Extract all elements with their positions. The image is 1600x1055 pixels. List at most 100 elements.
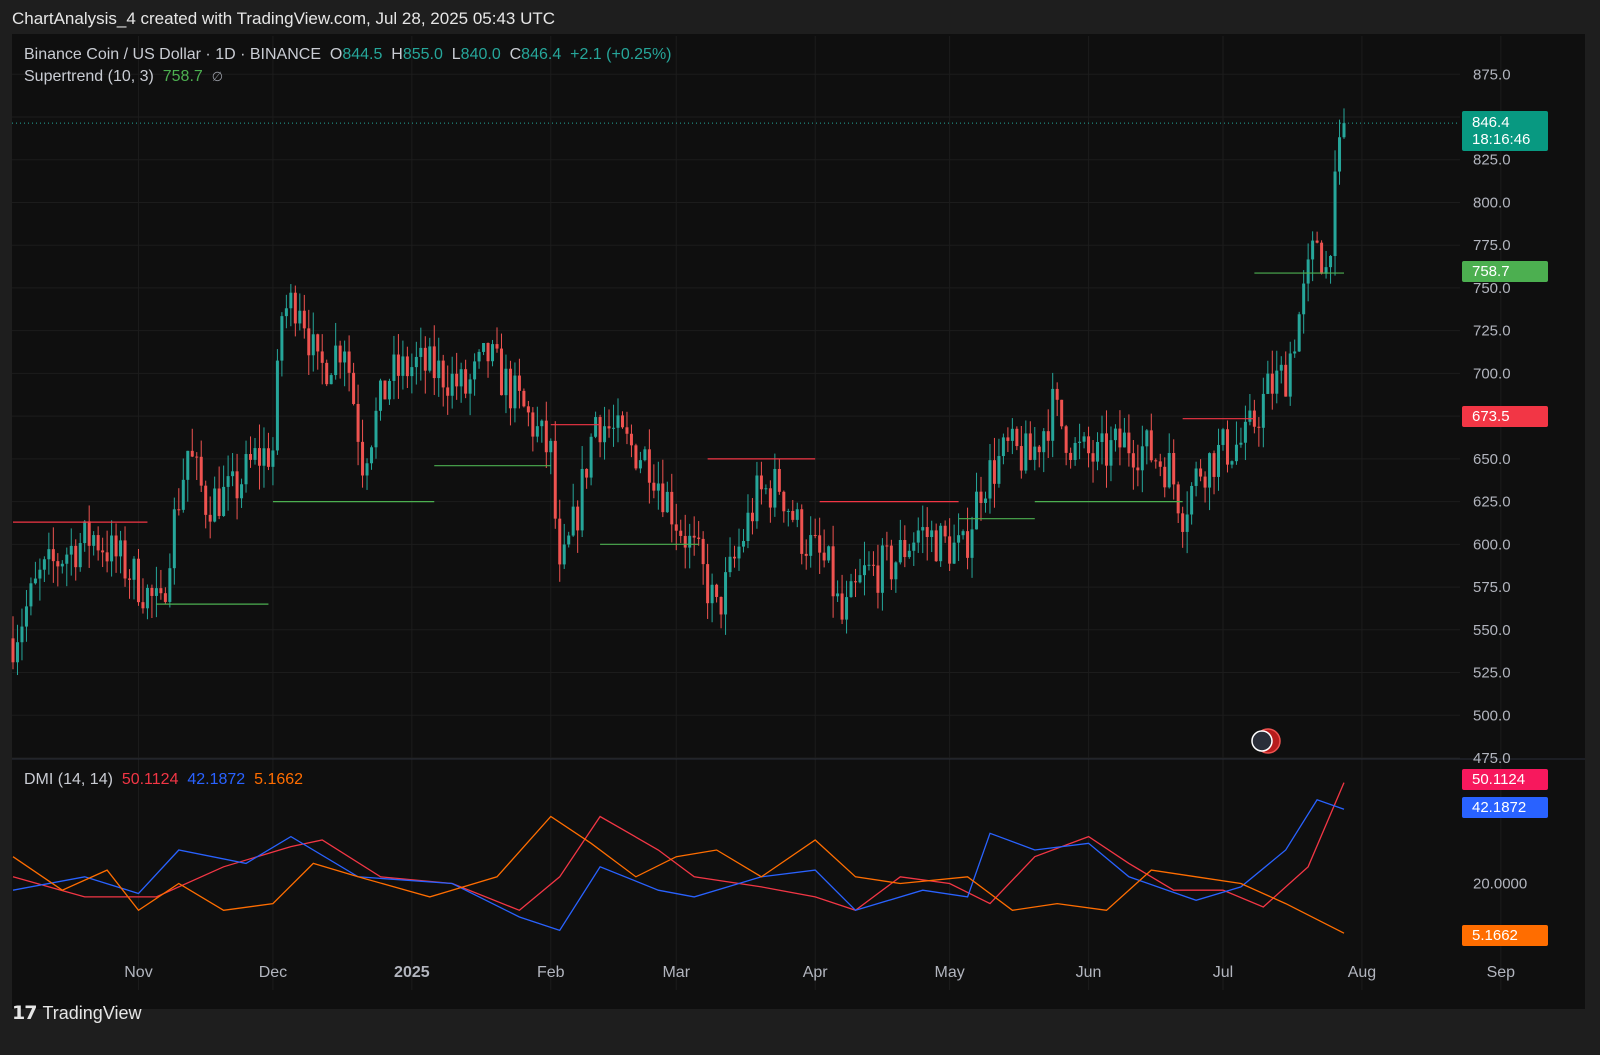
- candle-body: [831, 546, 835, 597]
- candle-body: [491, 344, 495, 362]
- candle-body: [598, 417, 602, 443]
- candle-body: [634, 445, 638, 469]
- candle-body: [822, 552, 826, 561]
- candle-body: [759, 475, 763, 490]
- candle-body: [33, 578, 37, 584]
- candle-body: [1208, 453, 1212, 488]
- footer-brand[interactable]: 𝟭𝟳 TradingView: [12, 1002, 142, 1025]
- candle-body: [105, 552, 109, 562]
- candle-body: [437, 360, 441, 379]
- candle-body: [383, 380, 387, 400]
- candle-body: [1104, 433, 1108, 466]
- candle-body: [1113, 428, 1117, 441]
- brand-name: TradingView: [42, 1003, 142, 1023]
- candle-body: [961, 531, 965, 536]
- candle-body: [136, 558, 140, 603]
- candle-body: [159, 588, 163, 594]
- candle-body: [1019, 446, 1023, 471]
- chart-caption: ChartAnalysis_4 created with TradingView…: [12, 9, 556, 28]
- candle-body: [625, 427, 629, 434]
- candle-body: [531, 412, 535, 437]
- candle-body: [181, 479, 185, 510]
- candle-body: [692, 535, 696, 538]
- candle-body: [83, 521, 87, 544]
- candle-body: [867, 564, 871, 566]
- price-axis-tick: 525.0: [1473, 665, 1511, 682]
- candle-body: [123, 540, 127, 579]
- candle-body: [849, 581, 853, 598]
- candle-body: [1297, 314, 1301, 352]
- price-axis-tick: 750.0: [1473, 280, 1511, 297]
- hidden-values-icon[interactable]: ∅: [211, 69, 224, 84]
- open-label: O: [329, 46, 343, 63]
- candle-body: [1203, 476, 1207, 488]
- candle-body: [204, 485, 208, 515]
- candle-body: [338, 345, 342, 363]
- candle-body: [1181, 513, 1185, 532]
- candle-body: [405, 356, 409, 377]
- candle-body: [553, 440, 557, 519]
- candle-body: [1037, 446, 1041, 453]
- candle-body: [1087, 436, 1091, 454]
- candle-body: [1060, 399, 1064, 427]
- price-axis-tick: 575.0: [1473, 579, 1511, 596]
- candle-body: [522, 390, 526, 407]
- candle-body: [983, 498, 987, 503]
- candle-body: [979, 491, 983, 503]
- dmi-axis-tick: 20.0000: [1473, 876, 1527, 893]
- candle-body: [186, 450, 190, 480]
- candle-body: [78, 543, 82, 568]
- time-axis-tick: Jun: [1076, 964, 1102, 981]
- symbol-title[interactable]: Binance Coin / US Dollar · 1D · BINANCE: [24, 46, 321, 63]
- price-axis-tick: 775.0: [1473, 237, 1511, 254]
- supertrend-label[interactable]: Supertrend (10, 3): [24, 68, 154, 85]
- candle-body: [401, 356, 405, 376]
- candle-body: [60, 563, 64, 567]
- candle-body: [29, 583, 33, 607]
- time-axis-tick: Mar: [662, 964, 690, 981]
- last-price: 846.4: [1472, 114, 1510, 131]
- candle-body: [499, 348, 503, 396]
- candle-body: [1230, 461, 1234, 465]
- candle-body: [1266, 373, 1270, 394]
- candle-body: [612, 427, 616, 429]
- last-price-badge: 846.4 18:16:46: [1462, 111, 1548, 151]
- candle-body: [719, 596, 723, 615]
- candle-body: [1122, 432, 1126, 448]
- candle-body: [1217, 444, 1221, 477]
- candle-body: [665, 491, 669, 513]
- candle-body: [1082, 436, 1086, 442]
- candle-body: [1010, 428, 1014, 441]
- candle-body: [352, 372, 356, 404]
- candle-body: [764, 488, 768, 490]
- candle-body: [970, 529, 974, 558]
- candle-body: [715, 584, 719, 597]
- candle-body: [1257, 426, 1261, 428]
- candle-body: [1185, 514, 1189, 532]
- candle-body: [217, 488, 221, 516]
- candle-body: [1261, 393, 1265, 428]
- candle-body: [38, 569, 42, 579]
- candle-body: [1131, 453, 1135, 468]
- time-axis-tick: Jul: [1213, 964, 1233, 981]
- candle-body: [845, 597, 849, 620]
- candle-body: [329, 375, 333, 385]
- candle-body: [638, 460, 642, 469]
- candle-body: [912, 542, 916, 551]
- candle-body: [889, 545, 893, 580]
- candle-body: [257, 448, 261, 466]
- candle-body: [1154, 460, 1158, 462]
- dmi-label[interactable]: DMI (14, 14): [24, 771, 113, 788]
- candle-body: [141, 602, 145, 609]
- candle-body: [876, 565, 880, 593]
- candle-body: [235, 471, 239, 499]
- candle-body: [1338, 137, 1342, 172]
- change-value: +2.1 (+0.25%): [570, 46, 672, 63]
- candle-body: [992, 460, 996, 484]
- candle-body: [898, 540, 902, 563]
- candle-body: [1275, 370, 1279, 394]
- candle-body: [455, 373, 459, 387]
- price-axis-tick: 600.0: [1473, 536, 1511, 553]
- candle-body: [1136, 467, 1140, 471]
